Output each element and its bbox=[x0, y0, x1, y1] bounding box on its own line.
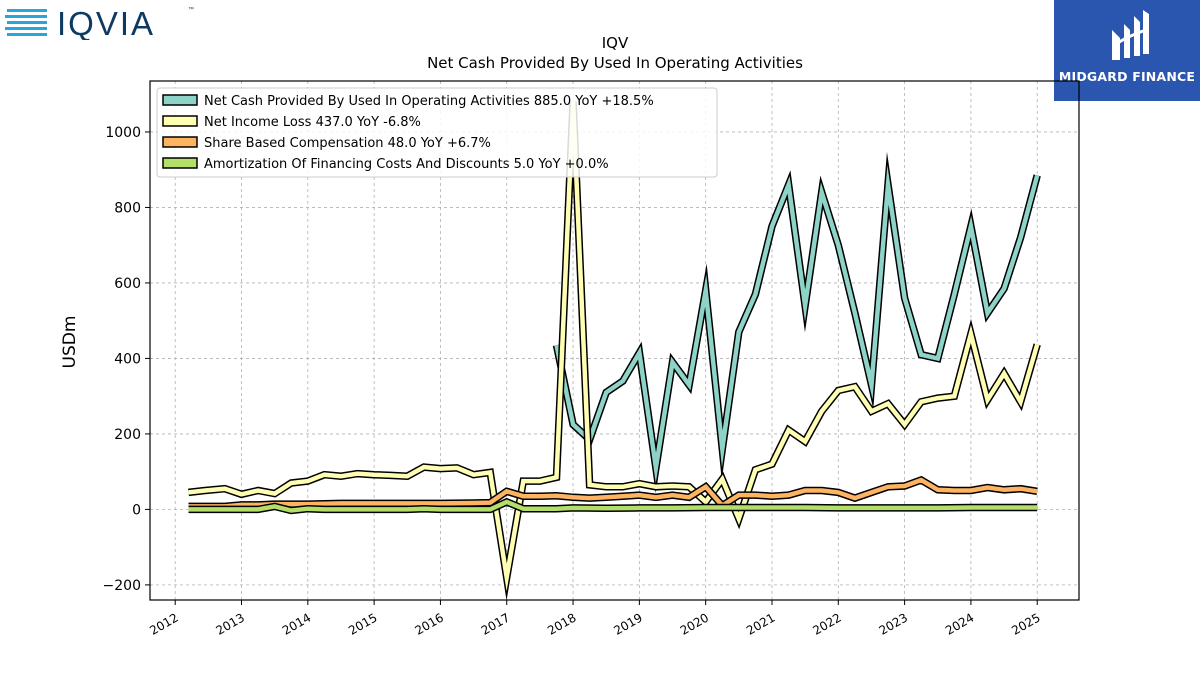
iqvia-logo: IQVIA ™ bbox=[5, 4, 200, 42]
series-amortization bbox=[188, 497, 1038, 515]
y-tick-label: −200 bbox=[103, 578, 141, 594]
iqvia-logo-text: IQVIA bbox=[57, 5, 155, 40]
series-line bbox=[554, 165, 1040, 484]
x-tick-label: 2021 bbox=[744, 610, 777, 637]
x-tick-label: 2017 bbox=[479, 610, 512, 637]
x-tick-label: 2015 bbox=[346, 610, 379, 637]
iqvia-stripes-icon bbox=[5, 9, 47, 36]
x-tick-label: 2022 bbox=[810, 610, 843, 637]
series-operating_cash bbox=[552, 151, 1041, 494]
midgard-brand-text: MIDGARD FINANCE bbox=[1058, 69, 1196, 84]
y-tick-label: 1000 bbox=[105, 125, 141, 141]
chart-title: IQV bbox=[602, 34, 629, 52]
legend-swatch bbox=[162, 115, 198, 127]
axis-ticks: −200 0 200 400 600 800 1000 2012 2013 2014 2015 201… bbox=[103, 125, 1043, 638]
x-tick-label: 2019 bbox=[611, 610, 644, 637]
legend-entry: Amortization Of Financing Costs And Disc… bbox=[204, 157, 609, 172]
x-tick-label: 2014 bbox=[280, 610, 313, 637]
legend-box bbox=[156, 87, 718, 178]
y-tick-label: 800 bbox=[114, 200, 141, 216]
y-tick-label: 200 bbox=[114, 427, 141, 443]
legend: Net Cash Provided By Used In Operating A… bbox=[156, 87, 718, 178]
legend-entry: Net Cash Provided By Used In Operating A… bbox=[204, 94, 654, 109]
series-net_income bbox=[188, 101, 1041, 601]
midgard-monogram-icon bbox=[1112, 10, 1149, 60]
iqvia-trademark: ™ bbox=[188, 6, 194, 13]
x-tick-label: 2020 bbox=[678, 610, 711, 637]
chart-subtitle: Net Cash Provided By Used In Operating A… bbox=[427, 54, 803, 72]
series-line bbox=[188, 499, 1038, 513]
series-outline bbox=[552, 151, 1041, 494]
series-line bbox=[188, 101, 1040, 592]
x-tick-label: 2016 bbox=[412, 610, 445, 637]
y-tick-label: 0 bbox=[132, 502, 141, 518]
x-tick-label: 2024 bbox=[943, 610, 976, 637]
x-tick-label: 2012 bbox=[147, 610, 180, 637]
y-tick-label: 600 bbox=[114, 276, 141, 292]
x-tick-label: 2023 bbox=[877, 610, 910, 637]
legend-swatch bbox=[162, 136, 198, 148]
iqvia-logo-graphic: IQVIA ™ bbox=[5, 5, 194, 42]
plot-frame bbox=[149, 80, 1080, 601]
midgard-finance-logo: MIDGARD FINANCE bbox=[1054, 0, 1200, 101]
y-tick-label: 400 bbox=[114, 351, 141, 367]
x-tick-label: 2013 bbox=[214, 610, 247, 637]
x-tick-label: 2025 bbox=[1009, 610, 1042, 637]
y-axis-label: USDm bbox=[60, 316, 80, 369]
series-lines bbox=[188, 101, 1041, 601]
series-share_based bbox=[188, 475, 1038, 511]
series-line bbox=[188, 477, 1038, 509]
legend-swatch bbox=[162, 94, 198, 106]
legend-entry: Net Income Loss 437.0 YoY -6.8% bbox=[204, 115, 421, 130]
legend-swatch bbox=[162, 157, 198, 169]
x-tick-label: 2018 bbox=[545, 610, 578, 637]
legend-entry: Share Based Compensation 48.0 YoY +6.7% bbox=[204, 136, 491, 151]
